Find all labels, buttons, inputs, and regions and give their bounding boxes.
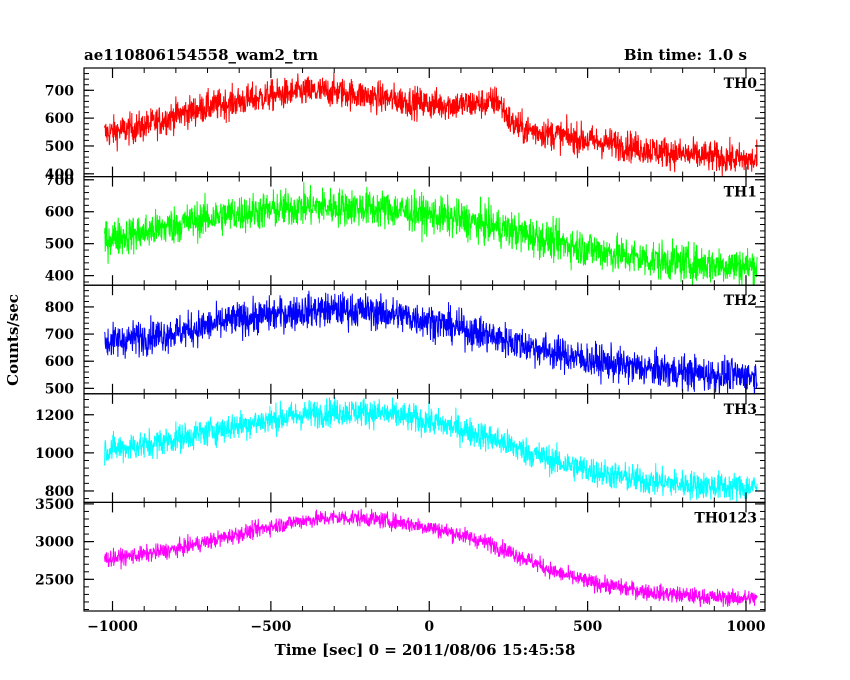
panel-th1: 400 500 600 700 TH1 <box>45 173 766 286</box>
x-tick-label: −1000 <box>87 619 138 635</box>
y-tick-label: 600 <box>45 111 74 127</box>
y-tick-label: 3500 <box>35 497 74 513</box>
y-tick-label: 700 <box>45 83 74 99</box>
y-tick-label: 1200 <box>35 408 74 424</box>
y-tick-label: 800 <box>45 300 74 316</box>
panel-name-th0: TH0 <box>724 76 758 92</box>
y-axis-label: Counts/sec <box>4 294 22 386</box>
x-tick-label: 0 <box>424 619 434 635</box>
y-tick-label: 400 <box>45 269 74 285</box>
panel-name-th2: TH2 <box>724 293 757 309</box>
x-tick-label: 500 <box>573 619 602 635</box>
x-tick-label: 1000 <box>727 619 766 635</box>
y-tick-label: 1000 <box>35 446 74 462</box>
series-line-th0 <box>104 72 758 177</box>
y-tick-label: 2500 <box>35 572 74 588</box>
panel-name-th1: TH1 <box>724 185 757 201</box>
panel-th0123: 2500 3000 3500 TH0123 <box>35 497 766 612</box>
x-axis: −1000 −500 0 500 1000 <box>87 619 766 635</box>
y-tick-label: 700 <box>45 327 74 343</box>
y-tick-label: 400 <box>45 167 74 183</box>
panel-th3: 800 1000 1200 TH3 <box>35 393 766 503</box>
panel-th2: 500 600 700 800 TH2 <box>45 284 766 397</box>
y-tick-label: 800 <box>45 484 74 500</box>
y-tick-label: 500 <box>45 139 74 155</box>
y-tick-label: 600 <box>45 354 74 370</box>
y-tick-label: 500 <box>45 237 74 253</box>
y-tick-label: 500 <box>45 381 74 397</box>
x-tick-label: −500 <box>250 619 291 635</box>
panel-name-th0123: TH0123 <box>694 510 757 526</box>
chart-title: ae110806154558_wam2_trn <box>84 46 318 64</box>
y-tick-label: 3000 <box>35 535 74 551</box>
panels-group: 400 500 600 700 TH0 400 500 600 700 TH1 500 600 700 8… <box>35 67 766 612</box>
y-tick-label: 600 <box>45 205 74 221</box>
panel-name-th3: TH3 <box>724 402 757 418</box>
series-line-th3 <box>104 396 758 503</box>
x-axis-label: Time [sec] 0 = 2011/08/06 15:45:58 <box>275 641 576 659</box>
series-line-th1 <box>104 182 758 286</box>
bin-time-label: Bin time: 1.0 s <box>624 46 747 64</box>
series-line-th0123 <box>104 508 758 608</box>
panel-th0: 400 500 600 700 TH0 <box>45 67 766 183</box>
series-line-th2 <box>104 290 758 394</box>
y-tick-label: 700 <box>45 173 74 189</box>
